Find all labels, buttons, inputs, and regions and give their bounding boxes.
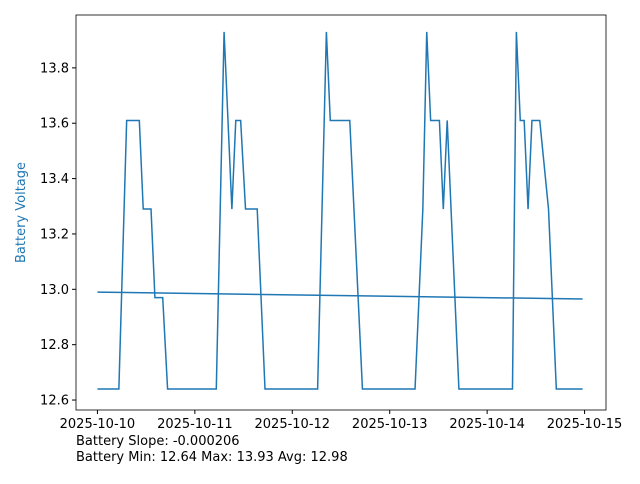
x-tick-label: 2025-10-15 bbox=[547, 417, 623, 432]
series-line bbox=[97, 31, 583, 390]
y-tick-label: 13.8 bbox=[40, 61, 69, 76]
y-axis-label: Battery Voltage bbox=[14, 162, 29, 263]
x-tick-label: 2025-10-13 bbox=[352, 417, 428, 432]
x-tick-label: 2025-10-10 bbox=[60, 417, 136, 432]
series-line bbox=[97, 291, 583, 300]
annotation: Battery Min: 12.64 Max: 13.93 Avg: 12.98 bbox=[76, 450, 348, 465]
x-tick-label: 2025-10-11 bbox=[157, 417, 233, 432]
plot-frame bbox=[75, 14, 607, 411]
x-tick-label: 2025-10-12 bbox=[255, 417, 331, 432]
y-tick-label: 13.6 bbox=[40, 117, 69, 132]
y-tick-label: 13.2 bbox=[40, 227, 69, 242]
y-tick-label: 12.6 bbox=[40, 394, 69, 409]
y-tick-label: 12.8 bbox=[40, 338, 69, 353]
y-tick-label: 13.0 bbox=[40, 283, 69, 298]
x-tick-label: 2025-10-14 bbox=[449, 417, 525, 432]
annotation: Battery Slope: -0.000206 bbox=[76, 434, 240, 449]
y-tick-label: 13.4 bbox=[40, 172, 69, 187]
